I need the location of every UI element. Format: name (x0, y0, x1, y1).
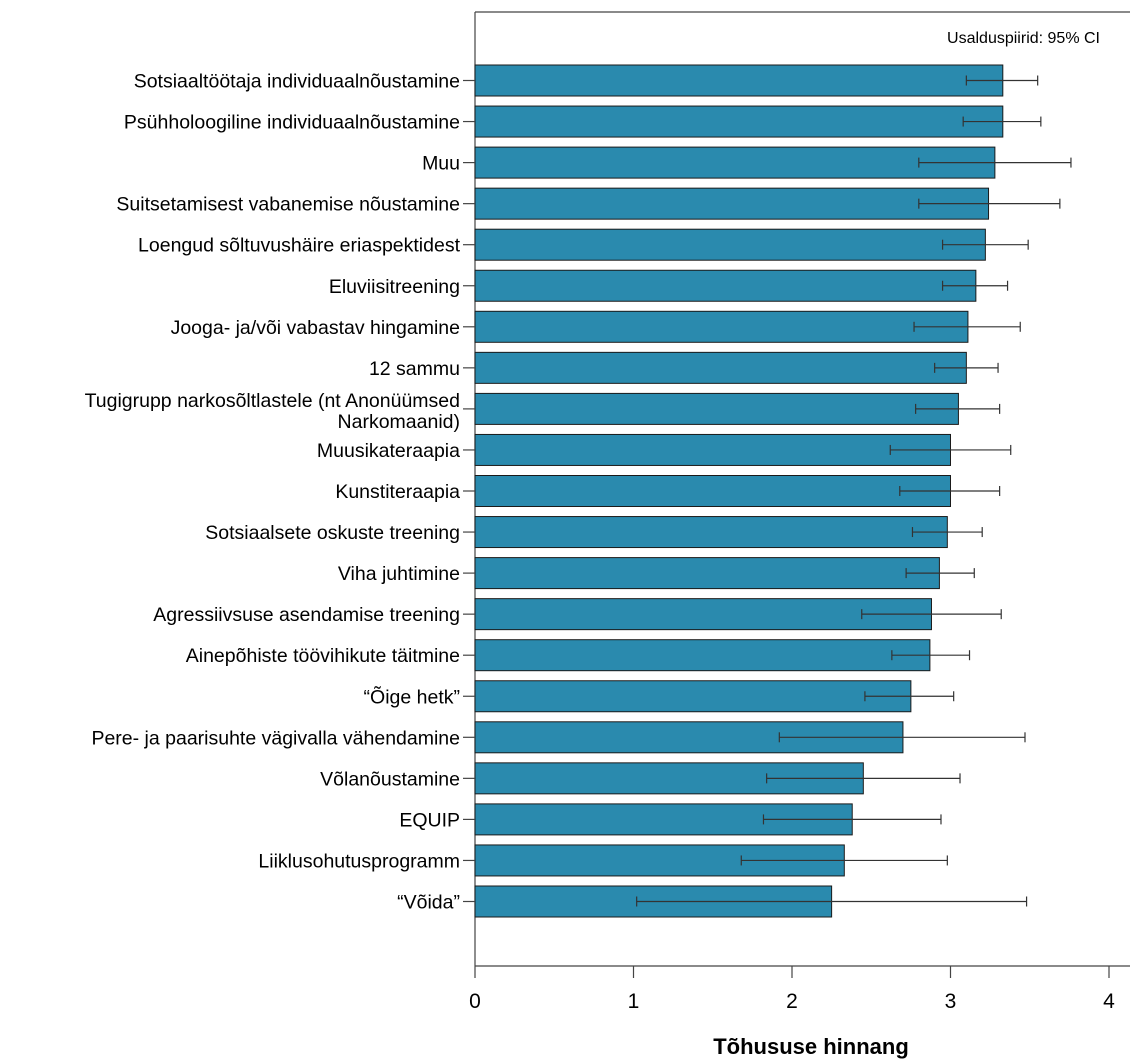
category-label: Jooga- ja/või vabastav hingamine (171, 317, 460, 339)
error-bars-group (636, 75, 1072, 907)
error-bar (911, 527, 983, 538)
ci-annotation: Usalduspiirid: 95% CI (947, 30, 1100, 47)
category-label: 12 sammu (369, 358, 460, 380)
error-bar (762, 814, 942, 825)
x-axis-title: Tõhususe hinnang (713, 1034, 909, 1059)
category-label: Liiklusohutusprogramm (258, 850, 460, 872)
bar (474, 64, 1004, 97)
bar (474, 105, 1004, 138)
bar (474, 433, 951, 466)
category-label: Muusikateraapia (317, 440, 460, 462)
error-bar (891, 650, 971, 661)
bar (474, 310, 969, 343)
category-label: Suitsetamisest vabanemise nõustamine (116, 194, 460, 216)
bar (474, 557, 940, 590)
error-bar (913, 321, 1021, 332)
category-label: Võlanõustamine (320, 768, 460, 790)
category-label: EQUIP (399, 809, 460, 831)
bar (474, 392, 959, 425)
bar (474, 639, 931, 672)
x-tick-label: 2 (786, 990, 798, 1013)
bar (474, 269, 977, 302)
bar (474, 146, 996, 179)
error-bar (962, 116, 1042, 127)
bar (474, 680, 912, 713)
x-tick-label: 0 (469, 990, 481, 1013)
category-label: Tugigrupp narkosõltlastele (nt Anonüümse… (85, 390, 460, 433)
error-bar (766, 773, 961, 784)
category-label: “Võida” (397, 892, 460, 914)
error-bar (941, 280, 1009, 291)
category-label: Sotsiaaltöötaja individuaalnõustamine (134, 71, 460, 93)
x-tick-label: 3 (945, 990, 957, 1013)
category-label: Pere- ja paarisuhte vägivalla vähendamin… (91, 727, 460, 749)
x-axis: 0 1 2 3 4 (469, 965, 1130, 1013)
error-bar (740, 855, 948, 866)
category-label: Viha juhtimine (338, 563, 460, 585)
error-bar (861, 609, 1002, 620)
x-tick-label: 1 (628, 990, 640, 1013)
error-bar (965, 75, 1039, 86)
error-bar (905, 568, 975, 579)
error-bar (864, 691, 955, 702)
category-labels-group: Sotsiaaltöötaja individuaalnõustamine Psü… (85, 71, 475, 914)
error-bar (915, 403, 1001, 414)
x-tick-label: 4 (1103, 990, 1115, 1013)
bar (474, 351, 967, 384)
error-bar (941, 239, 1029, 250)
category-label: Ainepõhiste töövihikute täitmine (186, 645, 460, 667)
category-label: Eluviisitreening (329, 276, 460, 298)
error-bar (934, 362, 999, 373)
category-label: “Õige hetk” (364, 684, 460, 708)
category-label: Psühholoogiline individuaalnõustamine (124, 112, 460, 134)
bar (474, 516, 948, 549)
error-bar (918, 157, 1072, 168)
category-label: Muu (422, 153, 460, 175)
error-bar (899, 486, 1001, 496)
error-bar (778, 732, 1026, 743)
bar (474, 598, 932, 631)
category-label: Kunstiteraapia (335, 481, 460, 503)
error-bar (636, 896, 1028, 907)
error-bar (889, 444, 1012, 455)
category-label: Sotsiaalsete oskuste treening (205, 522, 460, 544)
bar (474, 475, 951, 507)
bar (474, 187, 990, 220)
bar (474, 228, 986, 261)
category-label: Agressiivsuse asendamise treening (153, 604, 460, 626)
category-label: Loengud sõltuvushäire eriaspektidest (138, 235, 461, 257)
error-bar (918, 198, 1061, 209)
